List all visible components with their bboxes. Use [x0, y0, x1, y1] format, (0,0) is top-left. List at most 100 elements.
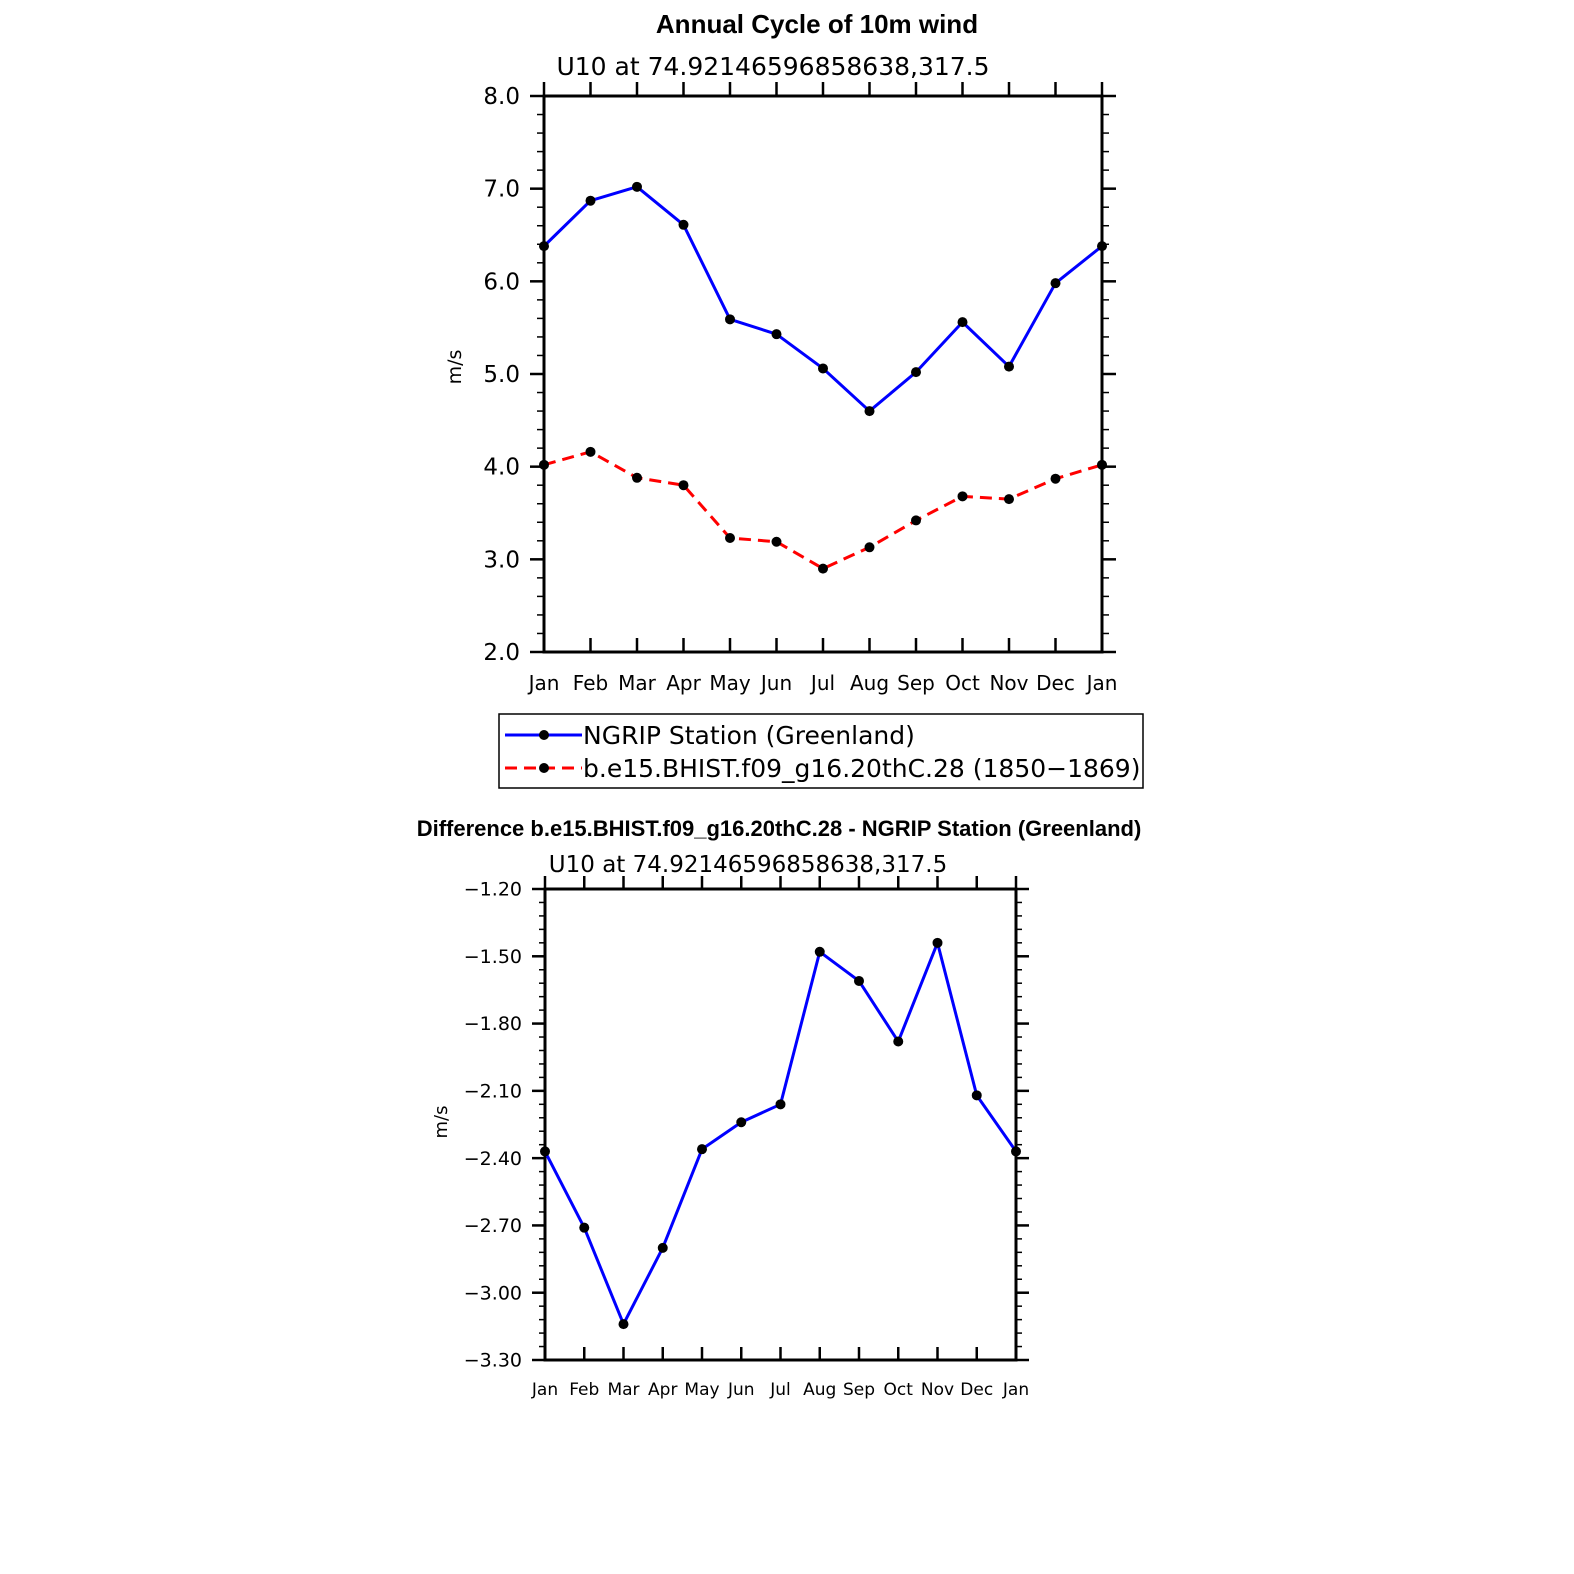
- series-0-point: [1011, 1146, 1021, 1157]
- y-tick-label: 5.0: [483, 362, 520, 388]
- diff-chart-subtitle: U10 at 74.92146596858638,317.5: [549, 852, 947, 878]
- y-tick-label: 4.0: [483, 455, 520, 481]
- x-tick-label: Mar: [607, 1380, 639, 1400]
- series-0-point: [893, 1036, 904, 1047]
- x-tick-label: Feb: [573, 671, 608, 695]
- x-tick-label: May: [709, 671, 751, 695]
- series-0-point: [818, 363, 828, 374]
- legend-entry-ngrip: NGRIP Station (Greenland): [505, 721, 915, 750]
- series-0-point: [814, 946, 825, 957]
- series-1-point: [725, 533, 735, 544]
- y-tick-label: −1.80: [464, 1013, 522, 1035]
- series-1-point: [818, 563, 828, 574]
- legend-marker-model: [539, 763, 549, 773]
- y-tick-label: 2.0: [483, 640, 520, 666]
- chart-subtitle: U10 at 74.92146596858638,317.5: [556, 52, 989, 81]
- series-line-0: [542, 185, 1103, 413]
- plot-frame: [543, 887, 1018, 1362]
- x-tick-label: Jun: [727, 1380, 755, 1400]
- x-tick-label: Oct: [884, 1380, 914, 1400]
- series-1-point: [864, 542, 875, 553]
- x-tick-label: Dec: [1036, 671, 1075, 695]
- x-tick-label: Jul: [809, 671, 835, 695]
- annual-cycle-chart: Annual Cycle of 10m wind U10 at 74.92146…: [444, 9, 1144, 789]
- series-0-point: [1004, 361, 1014, 372]
- x-tick-label: Aug: [850, 671, 889, 695]
- series-0-point: [971, 1090, 982, 1101]
- series-0-point: [854, 975, 864, 986]
- legend-label-ngrip: NGRIP Station (Greenland): [583, 721, 915, 750]
- y-axis-label: m/s: [444, 350, 466, 385]
- series-0-point: [1097, 241, 1107, 252]
- series-0-point: [725, 314, 735, 325]
- series-line-0: [543, 941, 1018, 1326]
- chart-title: Annual Cycle of 10m wind: [656, 9, 978, 39]
- series-0-point: [1050, 278, 1061, 289]
- y-tick-label: −3.00: [464, 1282, 522, 1304]
- series-0-point: [657, 1242, 668, 1253]
- legend-label-model: b.e15.BHIST.f09_g16.20thC.28 (1850−1869): [583, 754, 1140, 783]
- series-0-point: [697, 1144, 707, 1155]
- y-tick-label: 7.0: [483, 177, 520, 203]
- x-tick-label: Jul: [769, 1380, 791, 1400]
- series-0-point: [957, 317, 968, 328]
- x-tick-label: Dec: [960, 1380, 993, 1400]
- y-tick-label: −2.70: [464, 1215, 522, 1237]
- y-tick-label: 3.0: [483, 547, 520, 573]
- plot-area-difference: −3.30 −3.00 −2.70 −2.40 −2.10 −1.80 −1.50 −1.20…: [464, 876, 1029, 1400]
- y-tick-label: −2.10: [464, 1081, 522, 1103]
- y-tick-label: 8.0: [483, 84, 520, 110]
- x-tick-label: Aug: [803, 1380, 836, 1400]
- x-tick-label: Oct: [945, 671, 980, 695]
- series-1-point: [771, 536, 782, 547]
- series-0-point: [771, 329, 782, 340]
- x-tick-label: Jan: [1085, 671, 1118, 695]
- series-line-1: [543, 450, 1103, 571]
- x-tick-label: Jun: [759, 671, 792, 695]
- x-tick-label: May: [684, 1380, 719, 1400]
- series-0-point: [775, 1099, 786, 1110]
- diff-chart-title: Difference b.e15.BHIST.f09_g16.20thC.28 …: [417, 816, 1142, 841]
- series-0-point: [864, 406, 875, 417]
- series-0-point: [911, 367, 921, 378]
- legend: NGRIP Station (Greenland) b.e15.BHIST.f0…: [498, 713, 1144, 789]
- series-0-point: [579, 1222, 590, 1233]
- difference-chart: Difference b.e15.BHIST.f09_g16.20thC.28 …: [417, 816, 1142, 1400]
- series-1-point: [911, 515, 921, 526]
- series-0-point: [539, 241, 549, 252]
- y-tick-label: −1.50: [464, 946, 522, 968]
- series-0-point: [585, 195, 596, 206]
- series-1-point: [957, 491, 968, 502]
- x-tick-label: Jan: [527, 671, 560, 695]
- series-1-point: [1097, 459, 1107, 470]
- series-0-point: [540, 1146, 550, 1157]
- series-0-point: [632, 181, 642, 192]
- series-1-point: [539, 459, 549, 470]
- x-tick-label: Feb: [569, 1380, 599, 1400]
- x-tick-label: Jan: [1002, 1380, 1029, 1400]
- x-tick-label: Apr: [666, 671, 701, 695]
- series-1-point: [585, 446, 596, 457]
- series-0-point: [618, 1319, 629, 1330]
- diff-y-axis-label: m/s: [431, 1106, 452, 1139]
- x-tick-label: Apr: [648, 1380, 677, 1400]
- y-tick-label: −3.30: [464, 1350, 522, 1372]
- plot-area-annual: 2.0 3.0 4.0 5.0 6.0 7.0 8.0 Jan Feb Mar Apr May Jun J…: [483, 82, 1117, 695]
- legend-marker-ngrip: [539, 730, 549, 740]
- series-1-point: [1050, 473, 1061, 484]
- x-tick-label: Mar: [618, 671, 657, 695]
- series-1-point: [678, 480, 689, 491]
- x-tick-label: Sep: [897, 671, 935, 695]
- y-tick-label: −1.20: [464, 879, 522, 901]
- y-tick-label: −2.40: [464, 1148, 522, 1170]
- x-tick-label: Jan: [531, 1380, 558, 1400]
- series-1-point: [632, 472, 642, 483]
- x-tick-label: Nov: [921, 1380, 954, 1400]
- y-tick-label: 6.0: [483, 269, 520, 295]
- series-1-point: [1004, 494, 1014, 505]
- legend-box: [498, 713, 1144, 789]
- x-tick-label: Sep: [843, 1380, 875, 1400]
- series-0-point: [678, 219, 689, 230]
- series-0-point: [736, 1117, 747, 1128]
